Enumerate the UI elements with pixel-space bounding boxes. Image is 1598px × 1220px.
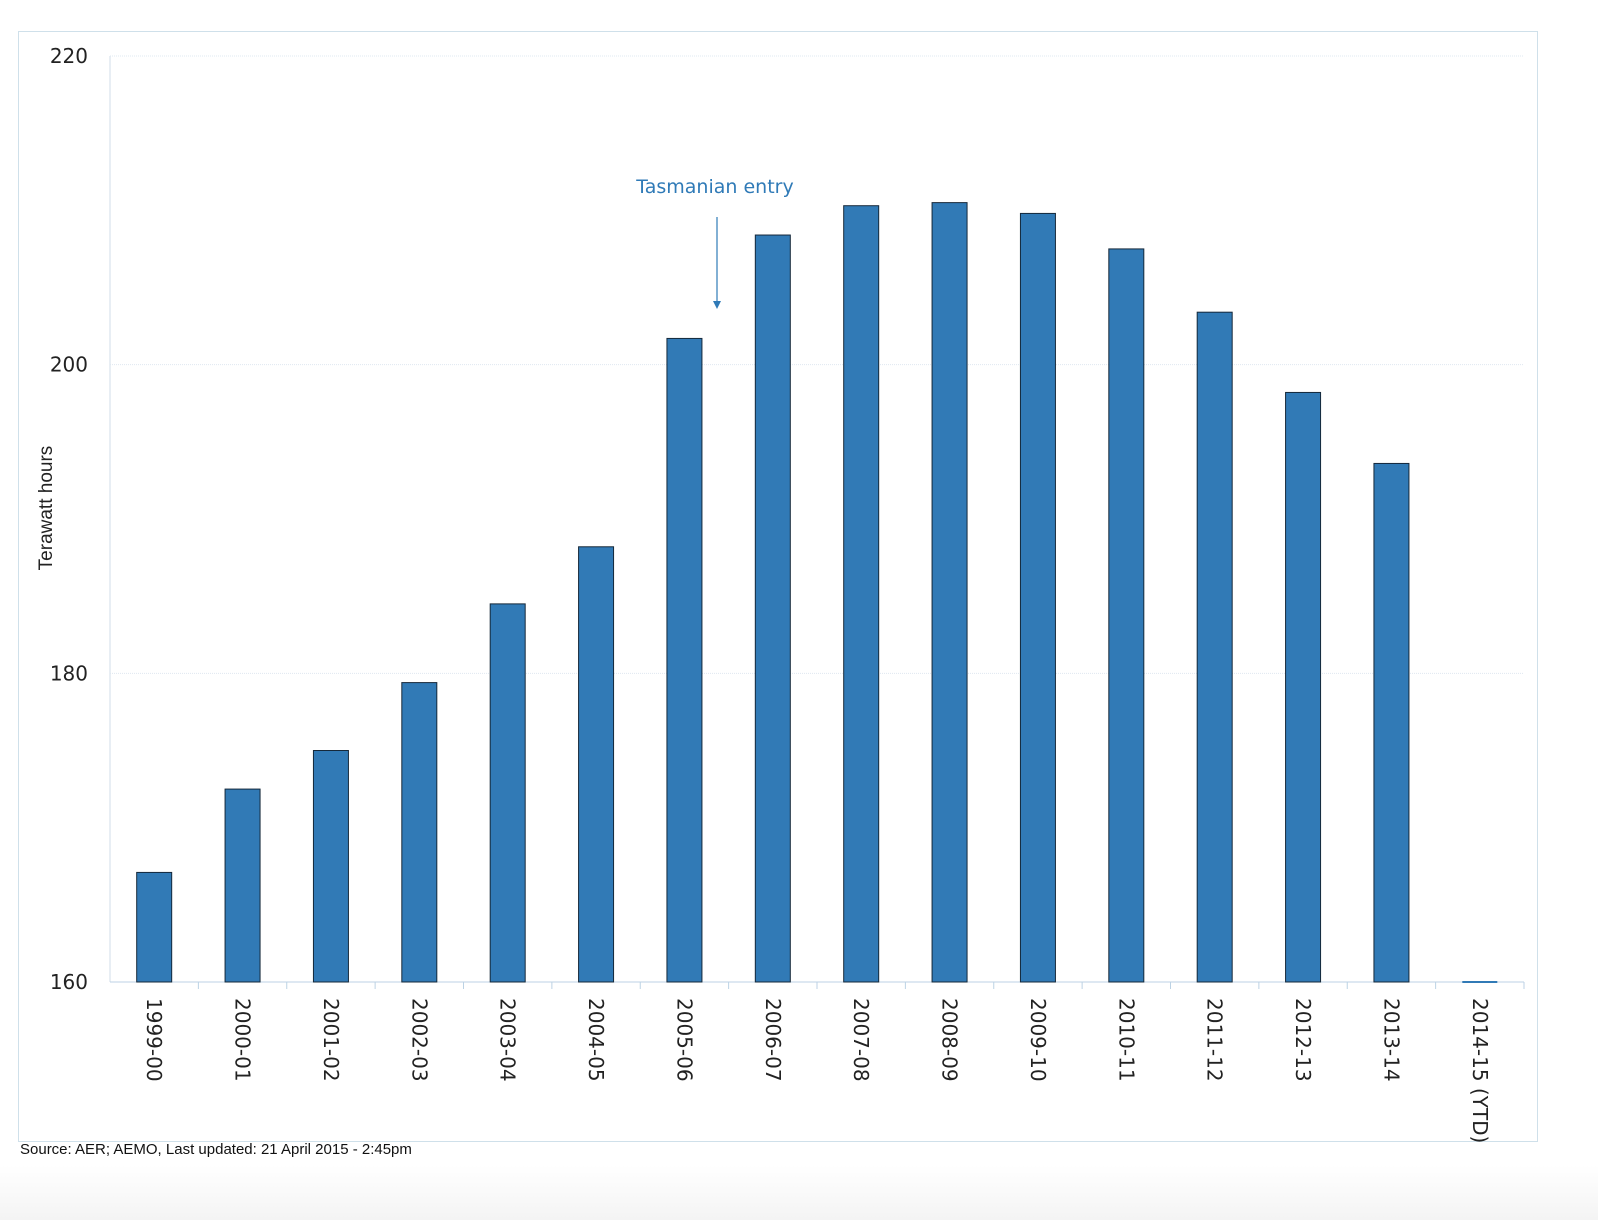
x-tick-label: 2003-04 — [496, 998, 520, 1082]
bar-2005-06 — [666, 337, 703, 983]
footer-band — [0, 1165, 1598, 1220]
x-tick-label: 2010-11 — [1114, 998, 1138, 1082]
x-tick-label: 2005-06 — [672, 998, 696, 1082]
bar-2007-08 — [843, 205, 880, 983]
bar-2004-05 — [578, 546, 615, 983]
bar-2011-12 — [1196, 311, 1233, 983]
x-tick-label: 2000-01 — [231, 998, 255, 1082]
y-tick-label: 200 — [50, 353, 88, 377]
x-tick-label: 2001-02 — [319, 998, 343, 1082]
x-tick-labels: 1999-00 2000-01 2001-02 2002-03 2003-04 2004-… — [142, 998, 1492, 1143]
bar-2009-10 — [1019, 212, 1056, 983]
x-tick-label: 2004-05 — [584, 998, 608, 1082]
bars — [136, 202, 1498, 983]
x-tick-label: 2009-10 — [1026, 998, 1050, 1082]
y-axis-label: Terawatt hours — [36, 446, 57, 571]
bar-2002-03 — [401, 682, 438, 983]
y-tick-label: 160 — [50, 970, 88, 994]
bar-2010-11 — [1108, 248, 1145, 983]
bar-2012-13 — [1285, 391, 1322, 983]
bar-2013-14 — [1373, 462, 1410, 983]
bar-2008-09 — [931, 202, 968, 983]
x-tick-label: 2008-09 — [938, 998, 962, 1082]
tasmanian-entry-annotation: Tasmanian entry — [635, 176, 794, 309]
x-tick-label: 2006-07 — [761, 998, 785, 1082]
y-tick-label: 220 — [50, 44, 88, 68]
x-tick-label: 2014-15 (YTD) — [1468, 998, 1492, 1143]
x-tick-label: 2012-13 — [1291, 998, 1315, 1082]
bar-1999-00 — [136, 871, 173, 983]
x-tick-label: 2002-03 — [407, 998, 431, 1082]
bar-2001-02 — [312, 750, 349, 983]
annotation-label: Tasmanian entry — [635, 176, 793, 198]
y-tick-labels: 160 180 200 220 — [50, 44, 88, 994]
bar-2000-01 — [224, 788, 261, 983]
x-tick-label: 2013-14 — [1379, 998, 1403, 1082]
bar-2006-07 — [754, 234, 791, 983]
x-tick-label: 2007-08 — [849, 998, 873, 1082]
bar-2003-04 — [489, 603, 526, 983]
source-note: Source: AER; AEMO, Last updated: 21 Apri… — [20, 1141, 412, 1158]
x-tick-label: 2011-12 — [1203, 998, 1227, 1082]
x-tick-label: 1999-00 — [142, 998, 166, 1082]
chart-frame — [18, 31, 1538, 1142]
annotation-arrow-head — [713, 301, 721, 309]
y-tick-label: 180 — [50, 661, 88, 685]
